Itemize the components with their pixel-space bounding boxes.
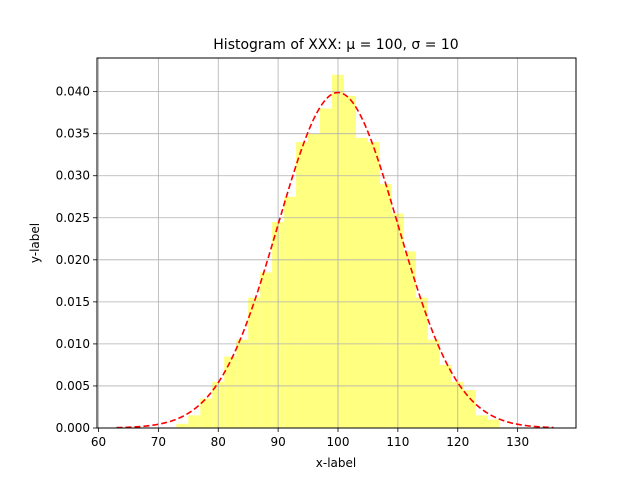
plot-area bbox=[96, 57, 577, 429]
x-tick-label: 100 bbox=[327, 435, 350, 449]
y-tick-label: 0.005 bbox=[56, 379, 90, 393]
x-tick-label: 80 bbox=[211, 435, 226, 449]
x-tick-label: 90 bbox=[270, 435, 285, 449]
y-tick-label: 0.035 bbox=[56, 127, 90, 141]
histogram-bar bbox=[427, 339, 440, 428]
histogram-bar bbox=[224, 356, 237, 428]
histogram-bar bbox=[308, 133, 321, 428]
y-tick-label: 0.020 bbox=[56, 253, 90, 267]
histogram-bar bbox=[343, 95, 356, 428]
x-tick-label: 70 bbox=[151, 435, 166, 449]
histogram-bar bbox=[355, 137, 368, 429]
histogram-bar bbox=[248, 297, 261, 428]
grid-lines bbox=[97, 58, 576, 429]
y-tick-label: 0.025 bbox=[56, 211, 90, 225]
x-tick-label: 130 bbox=[506, 435, 529, 449]
histogram-bar bbox=[284, 196, 297, 428]
histogram-bar bbox=[415, 297, 428, 428]
y-axis: 0.000 0.005 0.010 0.015 0.020 0.025 0.030 0.035… bbox=[56, 85, 97, 435]
y-tick-label: 0.030 bbox=[56, 169, 90, 183]
plot-frame bbox=[96, 57, 577, 429]
y-tick-label: 0.000 bbox=[56, 421, 90, 435]
histogram-bar bbox=[367, 142, 380, 428]
histogram-bar bbox=[320, 108, 333, 429]
x-tick-label: 60 bbox=[91, 435, 106, 449]
chart-title: Histogram of XXX: μ = 100, σ = 10 bbox=[213, 37, 458, 53]
x-tick-label: 110 bbox=[386, 435, 409, 449]
histogram-bar bbox=[439, 364, 452, 428]
y-tick-label: 0.040 bbox=[56, 85, 90, 99]
histogram-bar bbox=[379, 184, 392, 428]
normal-pdf-curve bbox=[116, 91, 554, 429]
x-axis: 60 70 80 90 100 110 120 130 bbox=[91, 428, 529, 449]
histogram-bar bbox=[487, 419, 500, 428]
histogram-bar bbox=[260, 272, 273, 428]
y-tick-label: 0.015 bbox=[56, 295, 90, 309]
histogram-bar bbox=[403, 251, 416, 428]
y-tick-label: 0.010 bbox=[56, 337, 90, 351]
histogram-bar bbox=[176, 423, 189, 428]
histogram-bar bbox=[475, 415, 488, 428]
x-tick-label: 120 bbox=[446, 435, 469, 449]
histogram-bar bbox=[188, 415, 201, 428]
histogram-bar bbox=[236, 339, 249, 428]
histogram-bar bbox=[296, 142, 309, 428]
histogram-bar bbox=[463, 390, 476, 428]
histogram-bar bbox=[200, 398, 213, 428]
x-axis-label: x-label bbox=[316, 456, 356, 470]
y-axis-label: y-label bbox=[28, 223, 42, 263]
